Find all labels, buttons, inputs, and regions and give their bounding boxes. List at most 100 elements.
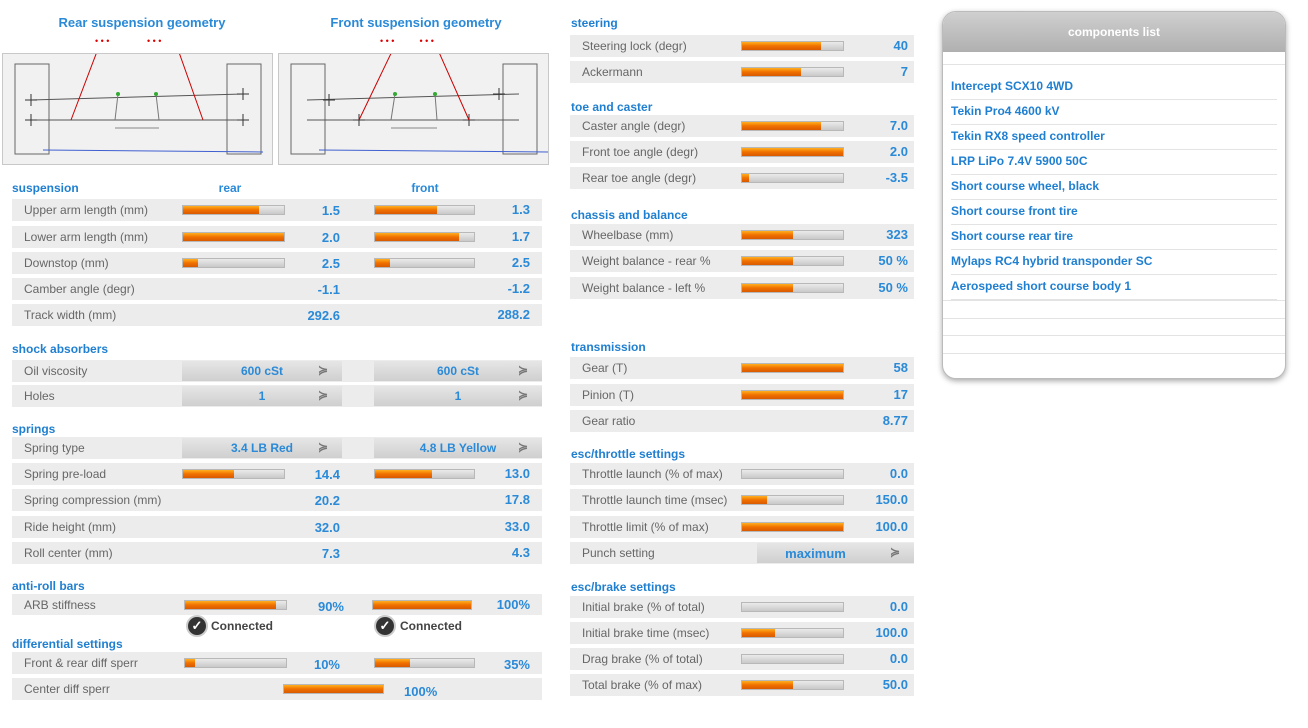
shock-0-front-dropdown-value: 600 cSt	[436, 364, 480, 378]
components-title: components list	[943, 12, 1285, 52]
component-item[interactable]: Aerospeed short course body 1	[951, 274, 1277, 300]
toe-0-label: Caster angle (degr)	[582, 119, 686, 133]
esc_brake-1-slider[interactable]	[741, 628, 844, 638]
spring-3-row: Ride height (mm)	[12, 516, 542, 538]
esc_throttle-title: esc/throttle settings	[571, 447, 686, 461]
components-panel: components list Intercept SCX10 4WD Tekin…	[942, 11, 1286, 379]
chevron-down-icon: ≽	[517, 363, 528, 377]
chassis-0-slider[interactable]	[741, 230, 844, 240]
chassis-0-fill	[742, 231, 793, 239]
steering-0-value: 40	[893, 38, 908, 53]
punch-setting-dropdown[interactable]: maximum ≽	[757, 543, 914, 563]
toe-title: toe and caster	[571, 100, 653, 114]
chevron-down-icon: ≽	[517, 440, 528, 454]
spring-type-front-dropdown[interactable]: 4.8 LB Yellow ≽	[374, 438, 542, 458]
suspension-4-rear-value: 292.6	[307, 308, 340, 323]
arb-rear-value: 90%	[317, 599, 344, 614]
toe-1-slider[interactable]	[741, 147, 844, 157]
shock-0-rear-dropdown[interactable]: 600 cSt ≽	[182, 361, 342, 381]
suspension-0-rear-slider[interactable]	[182, 205, 285, 215]
chassis-2-value: 50 %	[878, 280, 908, 295]
spring-2-front-value: 17.8	[504, 492, 530, 507]
suspension-0-label: Upper arm length (mm)	[24, 203, 149, 217]
component-item[interactable]: Mylaps RC4 hybrid transponder SC	[951, 249, 1277, 275]
spring-type-front-dropdown-value: 4.8 LB Yellow	[419, 441, 497, 455]
spring-1-rear-slider[interactable]	[182, 469, 285, 479]
spring-1-front-slider[interactable]	[374, 469, 475, 479]
suspension-1-rear-slider[interactable]	[182, 232, 285, 242]
esc_brake-3-slider[interactable]	[741, 680, 844, 690]
steering-0-slider[interactable]	[741, 41, 844, 51]
toe-0-slider[interactable]	[741, 121, 844, 131]
shock-1-rear-dropdown[interactable]: 1 ≽	[182, 386, 342, 406]
toe-2-slider[interactable]	[741, 173, 844, 183]
component-item[interactable]: Intercept SCX10 4WD	[951, 74, 1277, 100]
suspension-0-front-fill	[375, 206, 438, 214]
chassis-1-slider[interactable]	[741, 256, 844, 266]
suspension-2-rear-slider[interactable]	[182, 258, 285, 268]
component-item[interactable]: Short course front tire	[951, 199, 1277, 225]
toe-1-fill	[742, 148, 843, 156]
esc_throttle-1-slider[interactable]	[741, 495, 844, 505]
chevron-down-icon: ≽	[317, 440, 328, 454]
esc_brake-1-value: 100.0	[875, 625, 908, 640]
suspension-3-front-value: -1.2	[507, 281, 530, 296]
diff-center-value: 100%	[404, 684, 438, 699]
suspension-2-rear-value: 2.5	[321, 256, 340, 271]
arb-front-slider[interactable]	[372, 600, 472, 610]
arb-front-fill	[373, 601, 471, 609]
esc_throttle-2-slider[interactable]	[741, 522, 844, 532]
component-item[interactable]: Short course wheel, black	[951, 174, 1277, 200]
diff-rear-slider[interactable]	[184, 658, 287, 668]
spring-type-rear-dropdown[interactable]: 3.4 LB Red ≽	[182, 438, 342, 458]
suspension-1-front-slider[interactable]	[374, 232, 475, 242]
spring-4-rear-value: 7.3	[321, 546, 340, 561]
arb-rear-fill	[185, 601, 276, 609]
component-item[interactable]: Tekin Pro4 4600 kV	[951, 99, 1277, 125]
spring-4-front-value: 4.3	[511, 545, 530, 560]
diff-rear-value: 10%	[313, 657, 340, 672]
toe-2-fill	[742, 174, 750, 182]
chassis-2-fill	[742, 284, 793, 292]
shock-1-front-dropdown[interactable]: 1 ≽	[374, 386, 542, 406]
suspension-0-front-slider[interactable]	[374, 205, 475, 215]
suspension-2-front-fill	[375, 259, 390, 267]
esc_throttle-0-slider[interactable]	[741, 469, 844, 479]
esc_brake-0-slider[interactable]	[741, 602, 844, 612]
arb-rear-slider[interactable]	[184, 600, 287, 610]
spring-1-label: Spring pre-load	[24, 467, 107, 481]
esc_brake-2-slider[interactable]	[741, 654, 844, 664]
spring-4-row: Roll center (mm)	[12, 542, 542, 564]
rear-connected-checkbox[interactable]: ✓	[186, 615, 208, 637]
toe-2-value: -3.5	[885, 170, 908, 185]
front-connected-checkbox[interactable]: ✓	[374, 615, 396, 637]
component-item[interactable]: LRP LiPo 7.4V 5900 50C	[951, 149, 1277, 175]
shock-1-label: Holes	[24, 389, 55, 403]
toe-1-label: Front toe angle (degr)	[582, 145, 699, 159]
shock-0-front-dropdown[interactable]: 600 cSt ≽	[374, 361, 542, 381]
transmission-1-label: Pinion (T)	[582, 388, 635, 402]
component-item[interactable]: Short course rear tire	[951, 224, 1277, 250]
springs-title: springs	[12, 422, 56, 436]
suspension-1-rear-value: 2.0	[321, 230, 340, 245]
components-empty-row	[943, 334, 1285, 336]
diff-center-slider[interactable]	[283, 684, 384, 694]
suspension-0-front-value: 1.3	[511, 202, 530, 217]
diff-center-label: Center diff sperr	[24, 682, 110, 696]
steering-1-slider[interactable]	[741, 67, 844, 77]
transmission-0-slider[interactable]	[741, 363, 844, 373]
component-item[interactable]: Tekin RX8 speed controller	[951, 124, 1277, 150]
esc_brake-1-fill	[742, 629, 776, 637]
chassis-2-slider[interactable]	[741, 283, 844, 293]
diff-front-slider[interactable]	[374, 658, 475, 668]
suspension-2-front-slider[interactable]	[374, 258, 475, 268]
suspension-1-front-fill	[375, 233, 460, 241]
suspension-3-label: Camber angle (degr)	[24, 282, 135, 296]
chassis-2-label: Weight balance - left %	[582, 281, 706, 295]
spring-type-rear-dropdown-value: 3.4 LB Red	[230, 441, 293, 455]
transmission-1-slider[interactable]	[741, 390, 844, 400]
shock-0-label: Oil viscosity	[24, 364, 88, 378]
spring-1-rear-value: 14.4	[314, 467, 340, 482]
transmission-0-fill	[742, 364, 843, 372]
steering-0-label: Steering lock (degr)	[582, 39, 687, 53]
